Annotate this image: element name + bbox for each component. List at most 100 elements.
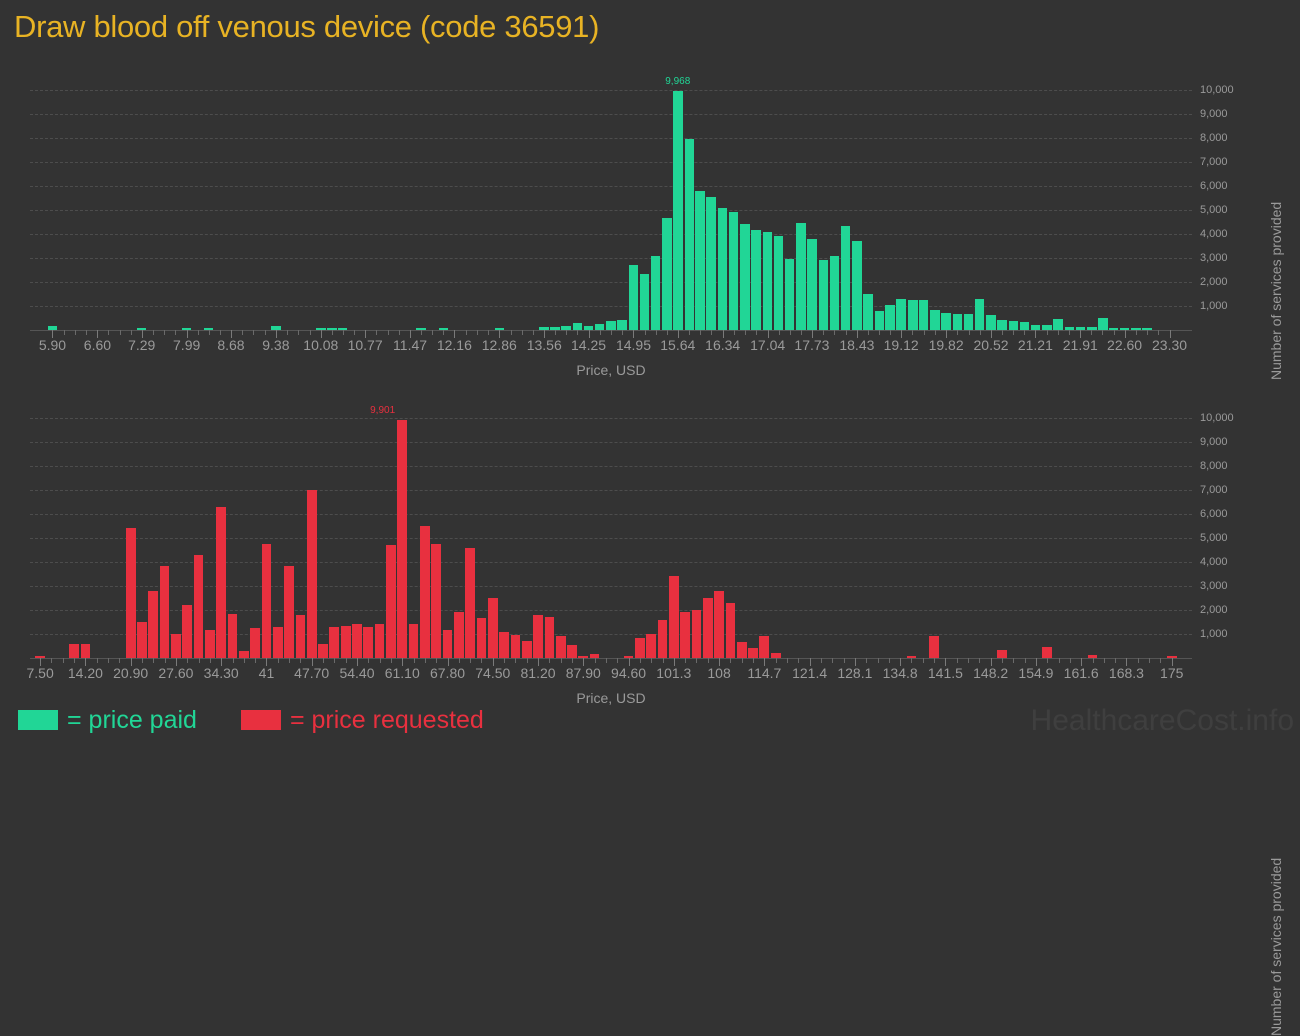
histogram-bar[interactable] [1142, 328, 1152, 330]
histogram-bar[interactable] [572, 322, 583, 330]
histogram-bar[interactable] [397, 420, 408, 658]
histogram-bar[interactable] [963, 314, 974, 330]
histogram-bar[interactable] [589, 654, 600, 658]
histogram-bar[interactable] [329, 626, 340, 658]
histogram-bar[interactable] [182, 605, 193, 658]
histogram-bar[interactable] [295, 614, 306, 658]
histogram-bar[interactable] [1087, 655, 1098, 658]
histogram-bar[interactable] [583, 325, 594, 330]
histogram-bar[interactable] [646, 634, 657, 658]
histogram-bar[interactable] [918, 300, 929, 330]
histogram-bar[interactable] [238, 650, 249, 658]
histogram-bar[interactable] [136, 328, 147, 330]
histogram-bar[interactable] [952, 313, 963, 330]
histogram-bar[interactable] [227, 613, 238, 658]
histogram-bar[interactable] [657, 619, 668, 658]
histogram-bar[interactable] [770, 653, 781, 658]
histogram-bar[interactable] [1008, 320, 1019, 330]
histogram-bar[interactable] [1042, 647, 1053, 658]
histogram-bar[interactable] [555, 636, 566, 658]
histogram-bar[interactable] [784, 259, 795, 330]
histogram-bar[interactable] [1053, 319, 1063, 330]
histogram-bar[interactable] [181, 328, 192, 330]
histogram-bar[interactable] [706, 197, 716, 330]
histogram-bar[interactable] [137, 622, 147, 658]
histogram-bar[interactable] [352, 624, 362, 658]
histogram-bar[interactable] [748, 648, 758, 658]
histogram-bar[interactable] [986, 315, 996, 330]
histogram-bar[interactable] [306, 490, 317, 658]
histogram-bar[interactable] [759, 636, 770, 658]
histogram-bar[interactable] [1166, 656, 1177, 658]
histogram-bar[interactable] [69, 643, 79, 658]
histogram-bar[interactable] [684, 139, 695, 330]
histogram-bar[interactable] [1131, 328, 1141, 330]
histogram-bar[interactable] [550, 326, 560, 330]
histogram-bar[interactable] [454, 612, 464, 658]
histogram-bar[interactable] [35, 655, 45, 658]
histogram-bar[interactable] [431, 544, 442, 658]
histogram-bar[interactable] [250, 628, 261, 658]
histogram-bar[interactable] [578, 655, 589, 658]
histogram-bar[interactable] [896, 298, 906, 330]
histogram-bar[interactable] [544, 617, 555, 658]
histogram-bar[interactable] [510, 635, 521, 658]
histogram-bar[interactable] [272, 626, 283, 658]
histogram-bar[interactable] [807, 238, 817, 330]
histogram-bar[interactable] [442, 630, 453, 658]
histogram-bar[interactable] [635, 637, 645, 658]
histogram-bar[interactable] [974, 298, 985, 330]
histogram-bar[interactable] [852, 241, 862, 330]
histogram-bar[interactable] [997, 320, 1007, 330]
histogram-bar[interactable] [465, 547, 475, 658]
histogram-bar[interactable] [148, 590, 159, 658]
histogram-bar[interactable] [863, 294, 873, 330]
histogram-bar[interactable] [818, 260, 829, 330]
legend-item-price-requested[interactable]: = price requested [240, 706, 484, 735]
histogram-bar[interactable] [386, 545, 396, 658]
histogram-bar[interactable] [521, 641, 532, 658]
histogram-bar[interactable] [907, 300, 918, 330]
histogram-bar[interactable] [628, 265, 639, 330]
histogram-bar[interactable] [796, 223, 806, 330]
histogram-bar[interactable] [363, 626, 374, 658]
histogram-bar[interactable] [829, 255, 840, 330]
histogram-bar[interactable] [125, 528, 136, 658]
histogram-bar[interactable] [1075, 327, 1086, 330]
histogram-bar[interactable] [668, 576, 679, 658]
histogram-bar[interactable] [193, 554, 204, 658]
histogram-bar[interactable] [702, 598, 713, 658]
histogram-bar[interactable] [906, 655, 917, 658]
histogram-bar[interactable] [337, 328, 348, 330]
histogram-bar[interactable] [617, 320, 627, 330]
histogram-bar[interactable] [997, 649, 1007, 658]
histogram-bar[interactable] [885, 304, 896, 330]
histogram-bar[interactable] [773, 236, 784, 330]
histogram-bar[interactable] [420, 526, 430, 658]
histogram-bar[interactable] [487, 598, 498, 658]
histogram-bar[interactable] [717, 207, 728, 330]
histogram-bar[interactable] [672, 90, 683, 330]
histogram-bar[interactable] [438, 328, 449, 330]
histogram-bar[interactable] [216, 506, 227, 658]
histogram-bar[interactable] [499, 631, 509, 658]
histogram-bar[interactable] [662, 218, 672, 330]
histogram-bar[interactable] [533, 614, 543, 658]
histogram-bar[interactable] [874, 310, 885, 330]
histogram-bar[interactable] [494, 328, 505, 330]
histogram-bar[interactable] [203, 328, 214, 330]
legend-item-price-paid[interactable]: = price paid [18, 706, 197, 735]
histogram-bar[interactable] [374, 624, 385, 658]
histogram-bar[interactable] [714, 590, 724, 658]
histogram-bar[interactable] [930, 309, 940, 330]
histogram-bar[interactable] [1119, 328, 1130, 330]
histogram-bar[interactable] [751, 230, 761, 330]
histogram-bar[interactable] [408, 624, 419, 658]
histogram-bar[interactable] [1097, 318, 1108, 330]
histogram-bar[interactable] [326, 328, 337, 330]
histogram-bar[interactable] [1019, 322, 1030, 330]
histogram-bar[interactable] [539, 327, 549, 330]
histogram-bar[interactable] [728, 212, 739, 330]
histogram-bar[interactable] [205, 630, 215, 658]
histogram-bar[interactable] [1108, 327, 1119, 330]
